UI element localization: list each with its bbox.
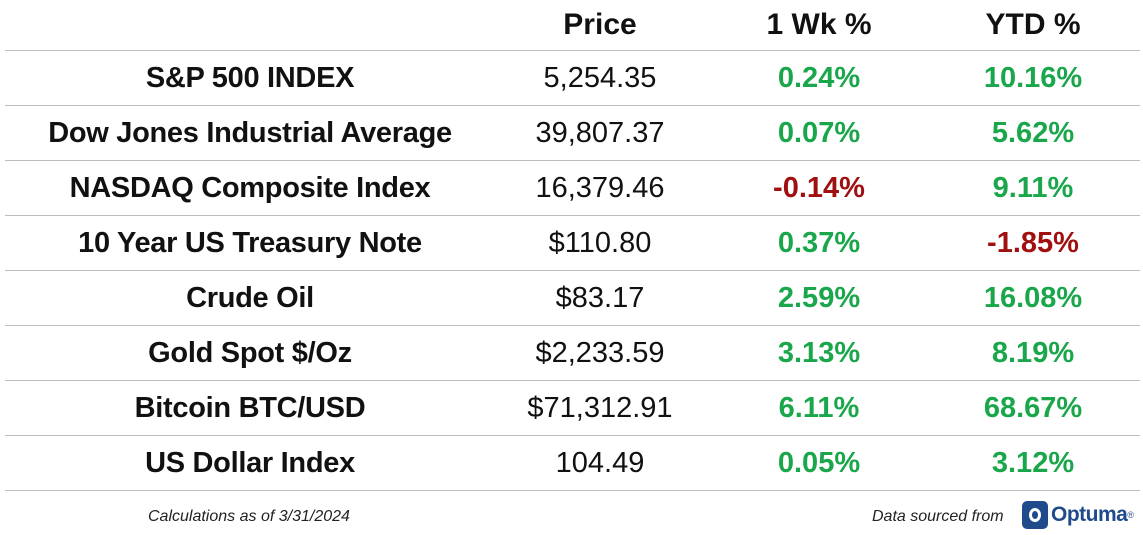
ytd-change: 3.12% [991,446,1075,479]
week-change: 6.11% [778,391,860,424]
instrument-price: $2,233.59 [535,336,665,369]
table-row: US Dollar Index 104.49 0.05% 3.12% [5,436,1140,491]
table-row: 10 Year US Treasury Note $110.80 0.37% -… [5,216,1140,271]
header-name-cell [5,0,495,50]
instrument-name: Bitcoin BTC/USD [134,391,366,424]
instrument-price: 5,254.35 [543,61,657,94]
ytd-change: 9.11% [992,171,1074,204]
instrument-name: US Dollar Index [145,446,355,479]
header-ytd-change: YTD % [985,8,1081,41]
data-source-note: Data sourced from [872,508,1004,525]
table-header-row: Price 1 Wk % YTD % [5,0,1140,51]
week-change: 0.24% [777,61,861,94]
ytd-change: -1.85% [987,226,1079,259]
optuma-logo: Optuma ® [1022,500,1134,530]
instrument-name: Gold Spot $/Oz [148,336,352,369]
registered-mark: ® [1127,510,1134,520]
optuma-logo-text: Optuma [1051,503,1128,526]
table-row: S&P 500 INDEX 5,254.35 0.24% 10.16% [5,51,1140,106]
table-row: Bitcoin BTC/USD $71,312.91 6.11% 68.67% [5,381,1140,436]
instrument-name: Dow Jones Industrial Average [48,116,452,149]
week-change: 0.05% [777,446,861,479]
ytd-change: 5.62% [991,116,1075,149]
table-row: Dow Jones Industrial Average 39,807.37 0… [5,106,1140,161]
instrument-price: $110.80 [548,226,652,259]
table-row: Crude Oil $83.17 2.59% 16.08% [5,271,1140,326]
header-week-change: 1 Wk % [766,8,872,41]
ytd-change: 68.67% [983,391,1083,424]
market-summary-table: Price 1 Wk % YTD % S&P 500 INDEX 5,254.3… [5,0,1140,491]
ytd-change: 8.19% [991,336,1075,369]
table-row: Gold Spot $/Oz $2,233.59 3.13% 8.19% [5,326,1140,381]
week-change: 2.59% [777,281,861,314]
week-change: 3.13% [777,336,861,369]
header-price: Price [563,8,637,41]
instrument-name: 10 Year US Treasury Note [78,226,422,259]
calculation-date-note: Calculations as of 3/31/2024 [148,508,350,525]
ytd-change: 10.16% [983,61,1083,94]
optuma-logo-mark-icon [1022,501,1048,529]
week-change: -0.14% [773,171,865,204]
instrument-price: 104.49 [555,446,645,479]
week-change: 0.07% [777,116,861,149]
instrument-price: $83.17 [555,281,645,314]
instrument-name: NASDAQ Composite Index [69,171,431,204]
ytd-change: 16.08% [983,281,1083,314]
instrument-name: Crude Oil [186,281,314,314]
instrument-name: S&P 500 INDEX [145,61,355,94]
week-change: 0.37% [777,226,861,259]
table-row: NASDAQ Composite Index 16,379.46 -0.14% … [5,161,1140,216]
instrument-price: 16,379.46 [535,171,665,204]
instrument-price: $71,312.91 [527,391,673,424]
instrument-price: 39,807.37 [535,116,665,149]
